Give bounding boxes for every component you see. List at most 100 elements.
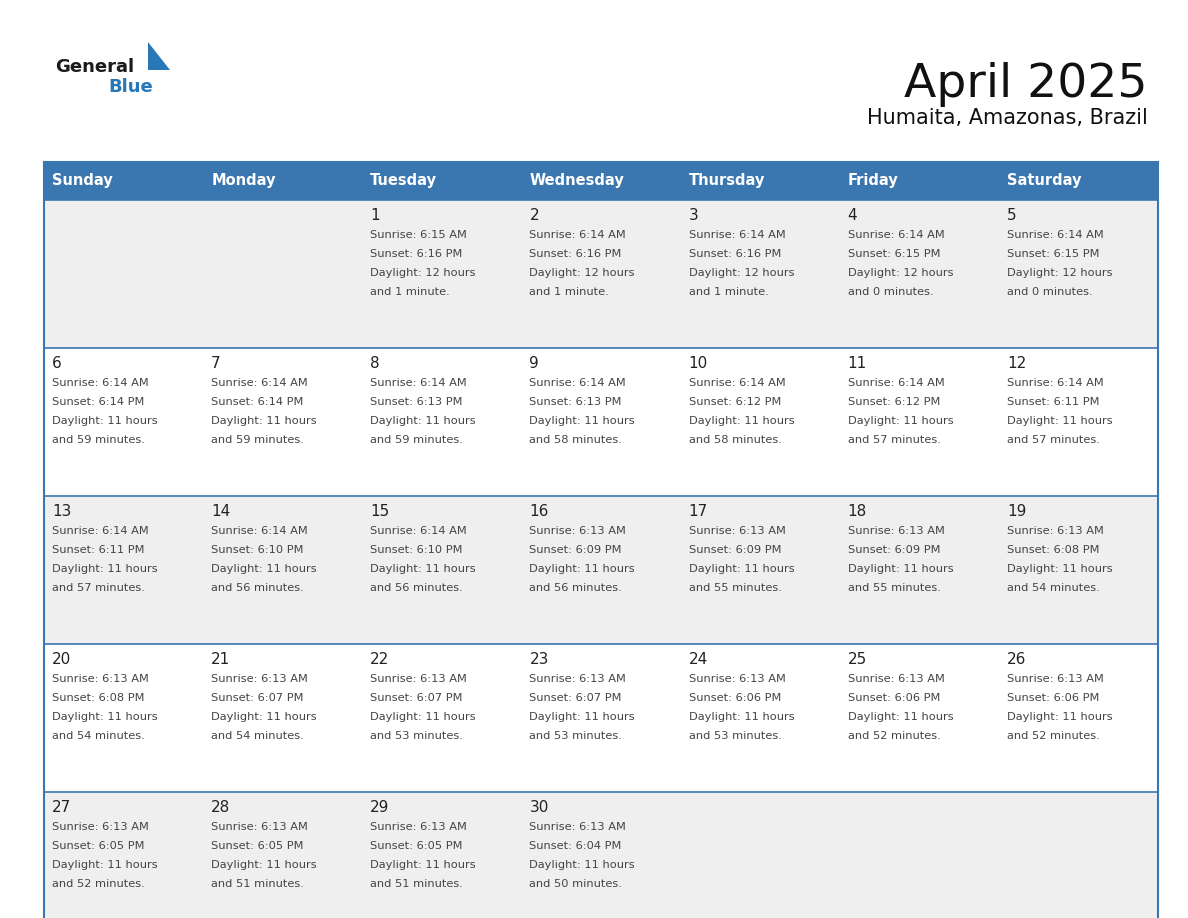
Text: Monday: Monday — [211, 174, 276, 188]
Text: 25: 25 — [848, 652, 867, 667]
Text: Sunrise: 6:13 AM: Sunrise: 6:13 AM — [530, 822, 626, 832]
Text: Daylight: 11 hours: Daylight: 11 hours — [371, 712, 476, 722]
Text: Daylight: 11 hours: Daylight: 11 hours — [530, 564, 636, 574]
Text: Sunrise: 6:13 AM: Sunrise: 6:13 AM — [211, 822, 308, 832]
Text: Sunset: 6:16 PM: Sunset: 6:16 PM — [371, 249, 462, 259]
Text: and 56 minutes.: and 56 minutes. — [371, 583, 463, 593]
Text: 23: 23 — [530, 652, 549, 667]
Text: Sunrise: 6:13 AM: Sunrise: 6:13 AM — [1007, 526, 1104, 536]
Text: Sunset: 6:09 PM: Sunset: 6:09 PM — [689, 545, 781, 555]
FancyBboxPatch shape — [44, 496, 1158, 644]
Text: Sunset: 6:12 PM: Sunset: 6:12 PM — [848, 397, 940, 407]
Text: Tuesday: Tuesday — [371, 174, 437, 188]
Text: 27: 27 — [52, 800, 71, 815]
Text: Sunrise: 6:14 AM: Sunrise: 6:14 AM — [211, 378, 308, 388]
Text: Sunrise: 6:14 AM: Sunrise: 6:14 AM — [848, 230, 944, 240]
Text: Sunrise: 6:13 AM: Sunrise: 6:13 AM — [848, 674, 944, 684]
Text: 30: 30 — [530, 800, 549, 815]
Text: and 51 minutes.: and 51 minutes. — [211, 879, 304, 889]
Text: Sunrise: 6:14 AM: Sunrise: 6:14 AM — [211, 526, 308, 536]
Text: Daylight: 11 hours: Daylight: 11 hours — [1007, 564, 1112, 574]
Text: Sunrise: 6:14 AM: Sunrise: 6:14 AM — [371, 378, 467, 388]
Text: and 59 minutes.: and 59 minutes. — [211, 435, 304, 445]
Text: and 55 minutes.: and 55 minutes. — [848, 583, 941, 593]
Text: Daylight: 11 hours: Daylight: 11 hours — [1007, 416, 1112, 426]
Text: Daylight: 11 hours: Daylight: 11 hours — [1007, 712, 1112, 722]
Text: Daylight: 11 hours: Daylight: 11 hours — [371, 860, 476, 870]
Text: Daylight: 11 hours: Daylight: 11 hours — [52, 416, 158, 426]
Text: Sunrise: 6:14 AM: Sunrise: 6:14 AM — [530, 378, 626, 388]
FancyBboxPatch shape — [44, 162, 1158, 200]
Text: Daylight: 11 hours: Daylight: 11 hours — [689, 416, 795, 426]
Text: Sunrise: 6:13 AM: Sunrise: 6:13 AM — [530, 526, 626, 536]
Text: Sunrise: 6:13 AM: Sunrise: 6:13 AM — [1007, 674, 1104, 684]
Text: Friday: Friday — [848, 174, 898, 188]
Text: and 51 minutes.: and 51 minutes. — [371, 879, 463, 889]
Text: Daylight: 11 hours: Daylight: 11 hours — [211, 416, 317, 426]
Text: 26: 26 — [1007, 652, 1026, 667]
Text: 21: 21 — [211, 652, 230, 667]
Text: Blue: Blue — [108, 78, 153, 96]
Text: Sunset: 6:14 PM: Sunset: 6:14 PM — [52, 397, 145, 407]
Text: 16: 16 — [530, 504, 549, 519]
Text: 17: 17 — [689, 504, 708, 519]
Text: Sunset: 6:06 PM: Sunset: 6:06 PM — [848, 693, 940, 703]
Text: Saturday: Saturday — [1007, 174, 1081, 188]
Text: Daylight: 11 hours: Daylight: 11 hours — [689, 712, 795, 722]
Text: Daylight: 12 hours: Daylight: 12 hours — [689, 268, 794, 278]
Text: Sunset: 6:15 PM: Sunset: 6:15 PM — [848, 249, 940, 259]
Text: and 57 minutes.: and 57 minutes. — [848, 435, 941, 445]
Text: 3: 3 — [689, 208, 699, 223]
Text: Sunset: 6:04 PM: Sunset: 6:04 PM — [530, 841, 621, 851]
Text: Sunrise: 6:13 AM: Sunrise: 6:13 AM — [689, 526, 785, 536]
Text: Daylight: 11 hours: Daylight: 11 hours — [211, 712, 317, 722]
Text: Sunset: 6:07 PM: Sunset: 6:07 PM — [371, 693, 463, 703]
Text: and 1 minute.: and 1 minute. — [530, 287, 609, 297]
Text: Sunrise: 6:13 AM: Sunrise: 6:13 AM — [52, 674, 148, 684]
Text: Daylight: 11 hours: Daylight: 11 hours — [211, 860, 317, 870]
Text: Daylight: 11 hours: Daylight: 11 hours — [848, 564, 953, 574]
Text: Sunrise: 6:15 AM: Sunrise: 6:15 AM — [371, 230, 467, 240]
Text: Daylight: 11 hours: Daylight: 11 hours — [530, 712, 636, 722]
Text: and 54 minutes.: and 54 minutes. — [1007, 583, 1100, 593]
Text: Sunrise: 6:14 AM: Sunrise: 6:14 AM — [689, 378, 785, 388]
Text: Sunrise: 6:13 AM: Sunrise: 6:13 AM — [371, 822, 467, 832]
Text: and 54 minutes.: and 54 minutes. — [52, 731, 145, 741]
Text: 9: 9 — [530, 356, 539, 371]
Text: Daylight: 11 hours: Daylight: 11 hours — [371, 564, 476, 574]
Text: 1: 1 — [371, 208, 380, 223]
Text: and 53 minutes.: and 53 minutes. — [689, 731, 782, 741]
Text: 28: 28 — [211, 800, 230, 815]
Text: Sunset: 6:09 PM: Sunset: 6:09 PM — [848, 545, 940, 555]
Text: Daylight: 11 hours: Daylight: 11 hours — [371, 416, 476, 426]
Text: Sunset: 6:09 PM: Sunset: 6:09 PM — [530, 545, 623, 555]
Text: 12: 12 — [1007, 356, 1026, 371]
Text: Sunset: 6:06 PM: Sunset: 6:06 PM — [1007, 693, 1099, 703]
Text: Sunrise: 6:13 AM: Sunrise: 6:13 AM — [530, 674, 626, 684]
Text: 5: 5 — [1007, 208, 1017, 223]
Text: Sunset: 6:10 PM: Sunset: 6:10 PM — [211, 545, 304, 555]
Text: 24: 24 — [689, 652, 708, 667]
Text: Sunset: 6:13 PM: Sunset: 6:13 PM — [371, 397, 463, 407]
Text: Sunset: 6:13 PM: Sunset: 6:13 PM — [530, 397, 623, 407]
Text: 15: 15 — [371, 504, 390, 519]
FancyBboxPatch shape — [44, 200, 1158, 348]
Text: April 2025: April 2025 — [904, 62, 1148, 107]
Text: Sunrise: 6:13 AM: Sunrise: 6:13 AM — [371, 674, 467, 684]
Text: 7: 7 — [211, 356, 221, 371]
Text: and 54 minutes.: and 54 minutes. — [211, 731, 304, 741]
Text: Wednesday: Wednesday — [530, 174, 624, 188]
Text: Sunrise: 6:13 AM: Sunrise: 6:13 AM — [211, 674, 308, 684]
Text: and 50 minutes.: and 50 minutes. — [530, 879, 623, 889]
Text: Sunset: 6:11 PM: Sunset: 6:11 PM — [1007, 397, 1099, 407]
Text: and 1 minute.: and 1 minute. — [371, 287, 450, 297]
Text: and 57 minutes.: and 57 minutes. — [52, 583, 145, 593]
FancyBboxPatch shape — [44, 792, 1158, 918]
Text: Sunset: 6:05 PM: Sunset: 6:05 PM — [211, 841, 304, 851]
Text: Sunrise: 6:14 AM: Sunrise: 6:14 AM — [530, 230, 626, 240]
Text: and 52 minutes.: and 52 minutes. — [1007, 731, 1100, 741]
Text: Daylight: 12 hours: Daylight: 12 hours — [371, 268, 475, 278]
Text: Daylight: 12 hours: Daylight: 12 hours — [530, 268, 634, 278]
Text: Daylight: 11 hours: Daylight: 11 hours — [689, 564, 795, 574]
Text: Sunset: 6:11 PM: Sunset: 6:11 PM — [52, 545, 145, 555]
